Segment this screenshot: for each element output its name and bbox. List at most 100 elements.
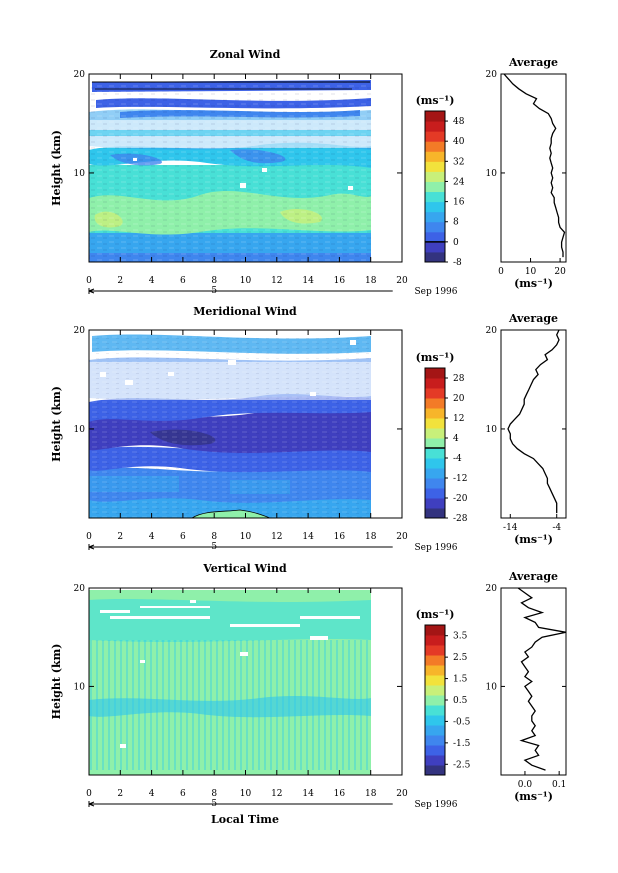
profile-x-label: (ms⁻¹) <box>514 790 553 803</box>
colorbar-label: -0.5 <box>453 717 471 727</box>
profile-title: Average <box>508 56 558 69</box>
x-tick-label: 4 <box>149 276 155 286</box>
colorbar-swatch <box>425 201 445 213</box>
colorbar-label: 24 <box>453 177 465 187</box>
colorbar-frame <box>424 367 446 519</box>
profile-title: Average <box>508 570 558 583</box>
profile-frame <box>500 329 567 519</box>
colorbar-label: 40 <box>453 137 465 147</box>
x-tick-label: 14 <box>302 276 314 286</box>
y-tick-label: 10 <box>74 425 86 435</box>
x-axis-label: Local Time <box>211 813 279 826</box>
profile-frame <box>500 587 567 776</box>
y-axis-label: Height (km) <box>50 130 63 206</box>
x-tick-label: 0 <box>86 532 92 542</box>
colorbar-swatch <box>425 151 445 162</box>
colorbar-swatch <box>425 171 445 182</box>
colorbar-swatch <box>425 448 445 459</box>
x-tick-label: 6 <box>180 789 186 799</box>
date-label: Sep 1996 <box>414 543 457 553</box>
x-tick-label: 2 <box>117 276 123 286</box>
colorbar-label: 32 <box>453 157 464 167</box>
x-tick-label: 4 <box>149 532 155 542</box>
colorbar-frame <box>424 110 446 263</box>
x-tick-label: 20 <box>396 276 408 286</box>
colorbar-swatch <box>425 508 445 519</box>
y-tick-label: 20 <box>74 70 86 80</box>
date-label: Sep 1996 <box>414 800 457 810</box>
colorbar-swatch <box>425 645 445 656</box>
x-tick-label: 20 <box>396 789 408 799</box>
vertical-panel: Vertical Wind <box>88 562 403 776</box>
colorbar-swatch <box>425 181 445 193</box>
profile-y-tick-label: 10 <box>486 682 498 692</box>
colorbar-swatch <box>425 231 445 243</box>
colorbar-swatch <box>425 388 445 399</box>
colorbar-label: -12 <box>453 474 468 484</box>
y-tick-label: 10 <box>74 169 86 179</box>
profile-title: Average <box>508 312 558 325</box>
colorbar-label: -4 <box>453 454 462 464</box>
x-tick-label: 8 <box>211 532 217 542</box>
y-tick-label: 20 <box>74 584 86 594</box>
zonal-panel: Zonal Wind <box>88 48 403 263</box>
date-line-arrow <box>88 288 95 294</box>
x-tick-label: 10 <box>240 789 252 799</box>
colorbar-swatch <box>425 418 445 429</box>
date-label: Sep 1996 <box>414 287 457 297</box>
colorbar-swatch <box>425 665 445 676</box>
x-tick-label: 18 <box>365 276 377 286</box>
x-tick-label: 16 <box>334 276 346 286</box>
colorbar-label: 3.5 <box>453 632 468 642</box>
date-line-arrow <box>88 801 95 807</box>
colorbar-swatch <box>425 498 445 509</box>
colorbar-swatch <box>425 408 445 419</box>
colorbar-label: 4 <box>453 434 459 444</box>
colorbar-swatch <box>425 131 445 142</box>
x-tick-label: 0 <box>86 276 92 286</box>
vertical-heatmap <box>89 590 371 775</box>
colorbar-label: 2.5 <box>453 653 468 663</box>
colorbar-swatch <box>425 655 445 666</box>
colorbar-swatch <box>425 378 445 389</box>
colorbar-swatch <box>425 695 445 706</box>
x-tick-label: 12 <box>271 276 282 286</box>
meridional-heatmap <box>89 334 371 519</box>
colorbar-label: -20 <box>453 494 468 504</box>
colorbar-swatch <box>425 241 445 253</box>
colorbar-swatch <box>425 715 445 726</box>
colorbar-label: -28 <box>453 514 468 524</box>
colorbar-label: -2.5 <box>453 760 471 770</box>
colorbar-label: 1.5 <box>453 675 468 685</box>
x-tick-label: 20 <box>396 532 408 542</box>
x-tick-label: 4 <box>149 789 155 799</box>
colorbar-swatch <box>425 685 445 696</box>
colorbar-label: 0.5 <box>453 696 468 706</box>
profile-x-label: (ms⁻¹) <box>514 277 553 290</box>
colorbar-swatch <box>425 745 445 756</box>
colorbar-unit: (ms⁻¹) <box>416 351 455 364</box>
y-tick-label: 20 <box>74 326 86 336</box>
profile-x-tick-label: 0 <box>498 267 504 277</box>
colorbar-swatch <box>425 211 445 223</box>
profile-line <box>503 73 566 258</box>
profile-frame <box>500 73 567 263</box>
x-tick-label: 12 <box>271 789 282 799</box>
colorbar-swatch <box>425 438 445 449</box>
colorbar-swatch <box>425 675 445 686</box>
colorbar-label: 8 <box>453 218 459 228</box>
colorbar-swatch <box>425 478 445 489</box>
profile-line <box>507 329 560 514</box>
colorbar-unit: (ms⁻¹) <box>416 94 455 107</box>
x-tick-label: 12 <box>271 532 282 542</box>
zonal-title: Zonal Wind <box>210 48 281 61</box>
profile-y-tick-label: 20 <box>486 70 498 80</box>
x-tick-label: 14 <box>302 789 314 799</box>
profile-y-tick-label: 20 <box>486 326 498 336</box>
x-tick-label: 14 <box>302 532 314 542</box>
x-tick-label: 2 <box>117 532 123 542</box>
colorbar-swatch <box>425 488 445 499</box>
profile-x-tick-label: 0.0 <box>518 780 533 790</box>
y-axis-label: Height (km) <box>50 386 63 462</box>
